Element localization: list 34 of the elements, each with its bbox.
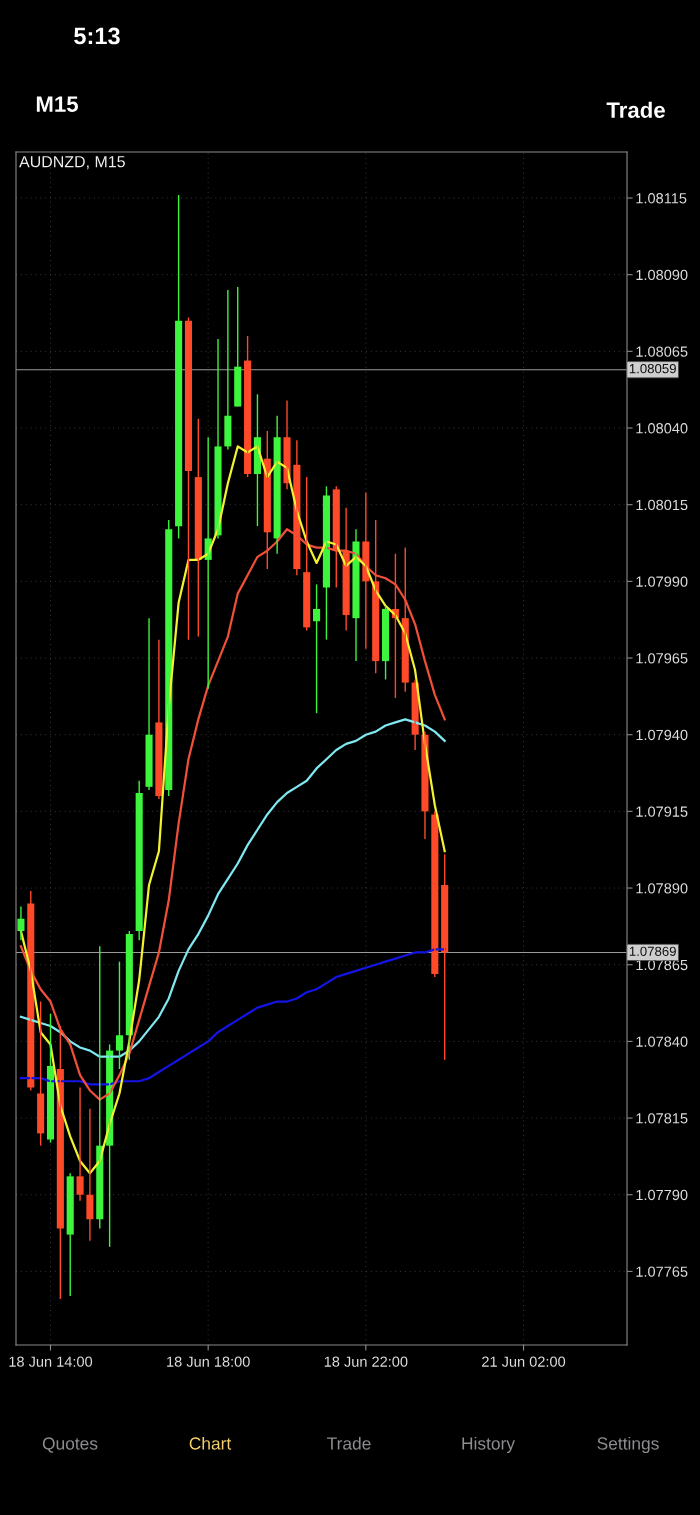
y-tick-label: 1.08015 [636,499,688,511]
line-series [19,948,446,1086]
text: Chart [189,1436,232,1450]
y-tick-label: 1.07890 [636,883,688,894]
y-tick-label: 1.07965 [636,653,688,664]
y-tick-label: 1.08040 [636,423,688,434]
line-series [19,528,446,1101]
text: History [462,1436,515,1454]
line-series [19,445,446,1175]
x-tick-label: 18 Jun 18:00 [167,1356,250,1367]
chart-title: AUDNZD, M15 [19,156,125,170]
y-tick-label: 1.07815 [636,1113,688,1124]
ref-line-label: 1.07869 [629,946,676,956]
x-tick-label: 18 Jun 22:00 [324,1356,408,1367]
x-tick-label: 18 Jun 14:00 [9,1356,93,1367]
x-tick-label: 21 Jun 02:00 [482,1356,566,1367]
y-tick-label: 1.07840 [636,1036,688,1047]
y-tick-label: 1.07765 [636,1266,688,1277]
text: Quotes [42,1437,98,1453]
text: M15 [36,96,78,112]
y-tick-label: 1.07790 [636,1189,688,1201]
y-tick-label: 1.08115 [636,193,687,204]
y-tick-label: 1.07940 [636,729,688,741]
y-tick-label: 1.07990 [636,576,688,587]
y-tick-label: 1.08090 [636,269,688,281]
y-tick-label: 1.08065 [636,346,688,357]
y-tick-label: 1.07865 [636,959,688,971]
ref-line-label: 1.08059 [629,363,676,374]
text: Trade [327,1436,371,1450]
line-series [19,718,446,1058]
text: Trade [606,101,665,118]
text: Settings [597,1436,659,1454]
text: 5:13 [74,27,120,45]
y-tick-label: 1.07915 [636,806,688,817]
